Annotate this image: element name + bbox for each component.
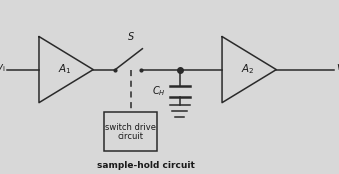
Bar: [104, 112, 157, 151]
Text: $A_1$: $A_1$: [58, 63, 71, 77]
Text: circuit: circuit: [118, 132, 143, 141]
Text: $C_H$: $C_H$: [152, 84, 165, 98]
Text: sample-hold circuit: sample-hold circuit: [97, 161, 195, 170]
Text: $v_{\mathrm{i}}$: $v_{\mathrm{i}}$: [0, 62, 5, 74]
Text: S: S: [128, 32, 135, 42]
Text: switch drive: switch drive: [105, 122, 156, 132]
Text: $v_{\mathrm{0}}$: $v_{\mathrm{0}}$: [336, 62, 339, 74]
Text: $A_2$: $A_2$: [241, 63, 254, 77]
